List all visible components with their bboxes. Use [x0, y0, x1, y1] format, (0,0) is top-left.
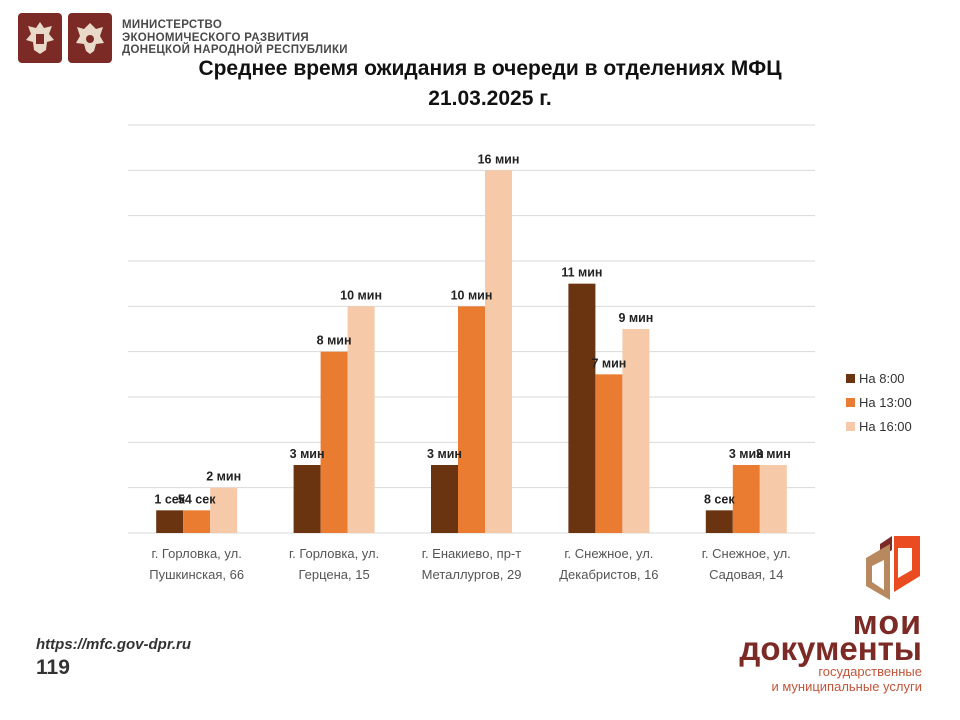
legend-item: На 8:00	[846, 366, 912, 390]
data-label: 8 сек	[704, 492, 735, 506]
bar	[156, 510, 184, 533]
category-label: Герцена, 15	[298, 567, 369, 582]
data-label: 3 мин	[290, 447, 325, 461]
bar	[458, 306, 485, 533]
data-label: 3 мин	[756, 447, 791, 461]
bar	[320, 351, 348, 533]
bar	[705, 510, 733, 533]
legend-swatch	[846, 421, 855, 431]
bar	[485, 170, 512, 534]
category-label: г. Снежное, ул.	[702, 546, 791, 561]
data-label: 8 мин	[317, 334, 352, 348]
data-label: 9 мин	[618, 311, 653, 325]
dpr-emblem-icon	[68, 13, 112, 63]
moi-dokumenty-logo-icon	[866, 536, 920, 600]
data-label: 54 сек	[178, 492, 216, 506]
chart-subtitle: 21.03.2025 г.	[428, 87, 552, 110]
bars	[156, 170, 787, 534]
legend-label: На 8:00	[859, 370, 905, 386]
bar	[622, 329, 650, 533]
bar	[431, 465, 458, 533]
category-label: г. Горловка, ул.	[289, 546, 379, 561]
legend-label: На 16:00	[859, 418, 912, 434]
chart-title-block: Среднее время ожидания в очереди в отдел…	[0, 54, 960, 114]
category-label: г. Енакиево, пр-т	[422, 546, 521, 561]
bar	[183, 510, 211, 533]
data-label: 10 мин	[340, 288, 382, 302]
data-label: 11 мин	[561, 266, 602, 280]
bar	[732, 465, 760, 533]
page-number: 119	[36, 656, 70, 679]
chart-title: Среднее время ожидания в очереди в отдел…	[198, 57, 782, 80]
ministry-line: ДОНЕЦКОЙ НАРОДНОЙ РЕСПУБЛИКИ	[122, 44, 348, 57]
bar	[759, 465, 787, 533]
category-labels: г. Горловка, ул. Пушкинская, 66 г. Горловк…	[149, 546, 791, 582]
russia-emblem-icon	[18, 13, 62, 63]
data-label: 7 мин	[591, 356, 626, 370]
category-label: г. Горловка, ул.	[152, 546, 242, 561]
ministry-line: МИНИСТЕРСТВО	[122, 19, 223, 32]
category-label: г. Снежное, ул.	[564, 546, 653, 561]
brand-tagline-line2: и муниципальные услуги	[771, 679, 922, 694]
category-label: Пушкинская, 66	[149, 567, 244, 582]
data-label: 16 мин	[478, 152, 520, 166]
bar	[210, 487, 238, 533]
bar	[293, 465, 321, 533]
brand-tagline-line1: государственные	[818, 664, 922, 679]
legend-swatch	[846, 397, 855, 407]
header: МИНИСТЕРСТВО ЭКОНОМИЧЕСКОГО РАЗВИТИЯ ДОН…	[18, 10, 348, 66]
legend-label: На 13:00	[859, 394, 912, 410]
legend-item: На 16:00	[846, 414, 912, 438]
ministry-line: ЭКОНОМИЧЕСКОГО РАЗВИТИЯ	[122, 31, 309, 44]
data-label: 2 мин	[206, 470, 241, 484]
brand-name-line1: мои	[852, 604, 922, 642]
bar	[568, 283, 596, 533]
legend: На 8:00 На 13:00 На 16:00	[846, 366, 912, 438]
ministry-name: МИНИСТЕРСТВО ЭКОНОМИЧЕСКОГО РАЗВИТИЯ ДОН…	[122, 19, 348, 57]
brand-name-line2: документы	[739, 630, 922, 667]
website-link[interactable]: https://mfc.gov-dpr.ru	[36, 636, 191, 653]
legend-swatch	[846, 373, 855, 383]
category-label: Садовая, 14	[709, 567, 783, 582]
data-label: 3 мин	[729, 447, 764, 461]
data-label: 10 мин	[451, 288, 493, 302]
brand-block: мои документы государственные и муниципа…	[682, 536, 922, 696]
legend-item: На 13:00	[846, 390, 912, 414]
bar	[347, 306, 375, 533]
category-label: Металлургов, 29	[422, 567, 522, 582]
data-label: 1 сек	[154, 492, 185, 506]
category-label: Декабристов, 16	[559, 567, 658, 582]
data-label: 3 мин	[427, 447, 462, 461]
bar	[595, 374, 623, 533]
